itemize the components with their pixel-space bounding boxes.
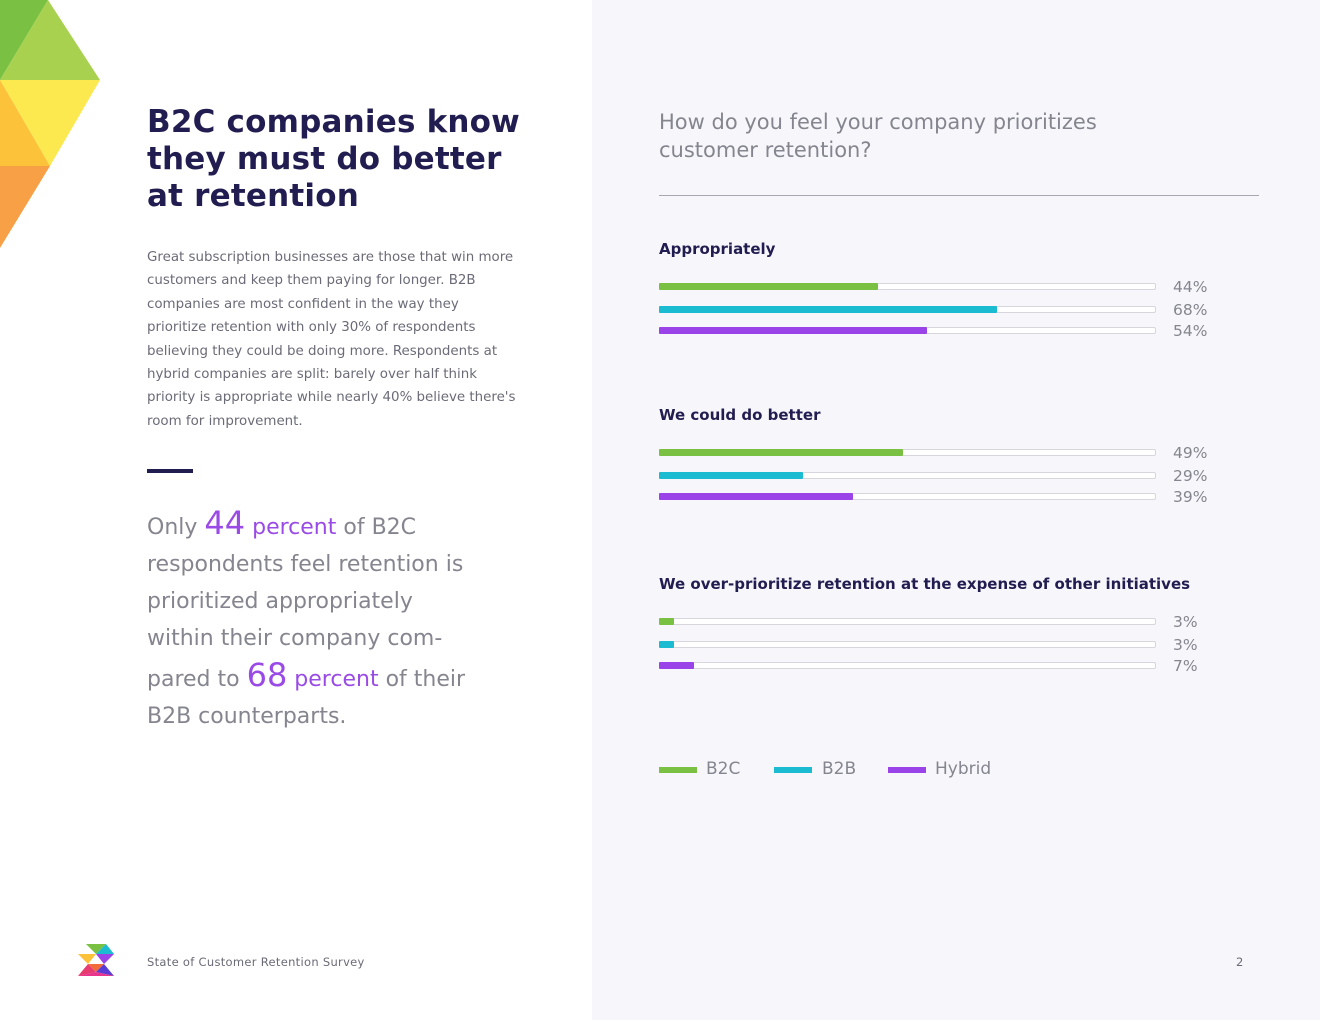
bar-value-label: 39% — [1173, 488, 1208, 506]
pull-quote-percent: percent — [287, 667, 379, 692]
legend-item-b2c: B2C — [659, 756, 769, 784]
legend-label: Hybrid — [935, 759, 992, 779]
bar-hybrid — [659, 662, 694, 669]
legend-label: B2B — [822, 759, 857, 779]
chart-group: Appropriately 44% 68% 54% — [659, 240, 1259, 350]
title-divider — [659, 195, 1259, 196]
pull-quote-text: Only — [147, 515, 205, 540]
legend-swatch — [659, 767, 697, 773]
body-paragraph: Great subscription businesses are those … — [147, 250, 516, 429]
bar-row: 39% — [659, 487, 1259, 507]
bar-hybrid — [659, 327, 928, 334]
category-label: We could do better — [659, 406, 821, 424]
legend-swatch — [888, 767, 926, 773]
bar-value-label: 54% — [1173, 322, 1208, 340]
bar-row: 44% — [659, 277, 1259, 297]
bar-b2b — [659, 641, 674, 648]
bar-b2c — [659, 449, 903, 456]
pull-quote-number-b2c: 44 — [204, 504, 246, 542]
bar-row: 68% — [659, 300, 1259, 320]
legend-label: B2C — [706, 759, 741, 779]
chart-legend: B2C B2B Hybrid — [659, 756, 1259, 784]
bar-row: 49% — [659, 443, 1259, 463]
legend-item-hybrid: Hybrid — [888, 756, 998, 784]
bar-row: 3% — [659, 635, 1259, 655]
bar-value-label: 49% — [1173, 444, 1208, 462]
page-number: 2 — [1236, 955, 1244, 969]
bar-track — [659, 618, 1156, 625]
bar-value-label: 3% — [1173, 613, 1198, 631]
pull-quote-percent: percent — [245, 515, 337, 540]
bar-track — [659, 662, 1156, 669]
horizontal-bar-chart: Appropriately 44% 68% 54% We could do better… — [659, 240, 1259, 720]
page-headline: B2C companies know they must do better a… — [147, 104, 521, 214]
bar-b2c — [659, 283, 878, 290]
bar-value-label: 68% — [1173, 301, 1208, 319]
bar-row: 29% — [659, 466, 1259, 486]
pull-quote-text: of B2C respondents feel retention is pri… — [147, 515, 464, 692]
category-label: Appropriately — [659, 240, 776, 258]
bar-hybrid — [659, 493, 853, 500]
bar-row: 7% — [659, 656, 1259, 676]
pull-quote: Only 44 percent of B2C respondents feel … — [147, 505, 477, 735]
chart-group: We over-prioritize retention at the expe… — [659, 575, 1259, 685]
brand-logo-icon — [78, 944, 114, 976]
footer-title: State of Customer Retention Survey — [147, 955, 365, 969]
legend-swatch — [774, 767, 812, 773]
pull-quote-text: of their B2B counterparts. — [147, 667, 466, 729]
bar-value-label: 3% — [1173, 636, 1198, 654]
legend-item-b2b: B2B — [774, 756, 884, 784]
bar-row: 3% — [659, 612, 1259, 632]
chart-group: We could do better 49% 29% 39% — [659, 406, 1259, 516]
bar-b2c — [659, 618, 674, 625]
bar-track — [659, 641, 1156, 648]
bar-b2b — [659, 306, 997, 313]
bar-value-label: 44% — [1173, 278, 1208, 296]
left-panel: B2C companies know they must do better a… — [0, 0, 592, 1020]
bar-value-label: 29% — [1173, 467, 1208, 485]
bar-value-label: 7% — [1173, 657, 1198, 675]
triangle-decoration-graphic — [0, 0, 100, 248]
chart-title: How do you feel your company prioritizes… — [659, 110, 1097, 162]
right-panel — [592, 0, 1320, 1020]
bar-b2b — [659, 472, 804, 479]
pull-quote-number-b2b: 68 — [246, 656, 288, 694]
section-divider — [147, 469, 193, 473]
category-label: We over-prioritize retention at the expe… — [659, 575, 1191, 593]
bar-row: 54% — [659, 321, 1259, 341]
